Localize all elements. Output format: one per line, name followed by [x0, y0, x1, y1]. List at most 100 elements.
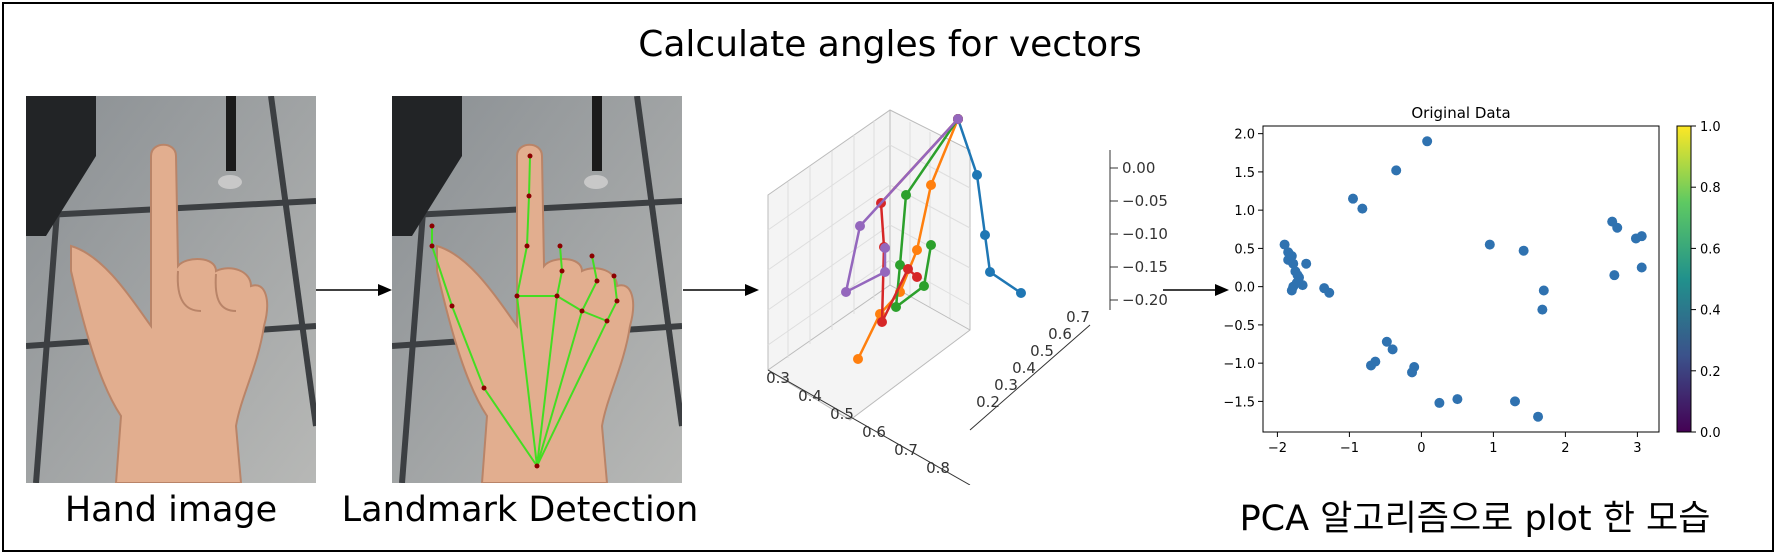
joint-point	[891, 302, 901, 312]
landmark-point	[614, 298, 620, 304]
scatter-point	[1537, 304, 1548, 315]
hand-landmark-skeleton	[429, 153, 620, 469]
joint-point	[853, 354, 863, 364]
y-tick-label: 2.0	[1234, 128, 1255, 143]
landmark-point	[524, 243, 530, 249]
landmark-point	[429, 223, 435, 229]
x-tick-label: 0	[1417, 441, 1425, 456]
scatter-point	[1301, 258, 1312, 269]
joint-point	[895, 260, 905, 270]
landmark-point	[534, 463, 540, 469]
joint-point	[901, 190, 911, 200]
joint-point	[980, 230, 990, 240]
scatter-point	[1518, 245, 1529, 256]
diagram-title: Calculate angles for vectors	[638, 24, 1142, 65]
x-tick-label: 0.4	[798, 387, 822, 405]
scatter-point	[1636, 231, 1647, 242]
colorbar-tick-label: 0.8	[1700, 181, 1721, 196]
scatter-point	[1422, 136, 1433, 147]
scatter-point	[1286, 285, 1297, 296]
scatter-point	[1324, 287, 1335, 298]
scatter-point	[1286, 251, 1297, 262]
x-tick-label: 3	[1633, 441, 1641, 456]
y-tick-label: 1.0	[1234, 204, 1255, 219]
colorbar	[1676, 125, 1692, 433]
colorbar-tick-label: 0.6	[1700, 242, 1721, 257]
joint-point	[880, 267, 890, 277]
scatter-point	[1609, 270, 1620, 281]
y-tick-label: −1.5	[1223, 395, 1255, 410]
scatter-point	[1636, 262, 1647, 273]
landmark-point	[514, 293, 520, 299]
y-tick-label: 0.7	[1066, 308, 1090, 326]
y-tick-label: 0.4	[1012, 359, 1036, 377]
scatter-point	[1510, 396, 1520, 407]
joint-point	[877, 317, 887, 327]
x-tick-label: 0.8	[926, 459, 950, 477]
scatter-point	[1370, 356, 1381, 367]
landmark-point	[611, 273, 617, 279]
caption-hand-image: Hand image	[64, 490, 278, 530]
scatter-point	[1357, 203, 1368, 214]
arrow-right-icon	[316, 284, 392, 296]
x-tick-label: 1	[1489, 441, 1497, 456]
x-tick-label: 0.6	[862, 423, 886, 441]
colorbar-tick-label: 0.2	[1700, 365, 1721, 380]
hand-photo	[26, 96, 316, 483]
scatter-point	[1381, 336, 1392, 347]
chart-title: Original Data	[1411, 104, 1510, 122]
joint-point	[841, 287, 851, 297]
scatter-point	[1297, 280, 1308, 291]
joint-point	[855, 221, 865, 231]
landmark-3d-plot: 0.30.40.50.60.70.8 0.20.30.40.50.60.7 0.…	[766, 109, 1168, 485]
landmark-point	[604, 318, 610, 324]
caption-pca-plot: PCA 알고리즘으로 plot 한 모습	[1239, 499, 1711, 539]
joint-point	[985, 267, 995, 277]
scatter-point	[1434, 397, 1445, 408]
scatter-point	[1391, 165, 1402, 176]
y-tick-label: 0.5	[1030, 342, 1054, 360]
landmark-point	[594, 278, 600, 284]
joint-point	[903, 264, 913, 274]
joint-point	[919, 281, 929, 291]
scatter-point	[1484, 239, 1495, 250]
y-tick-label: 0.5	[1234, 242, 1255, 257]
scatter-point	[1612, 222, 1623, 233]
landmark-point	[527, 153, 533, 159]
landmark-point	[449, 303, 455, 309]
y-tick-label: −1.0	[1223, 357, 1255, 372]
landmark-point	[429, 243, 435, 249]
arrow-right-icon	[683, 284, 759, 296]
scatter-point	[1387, 344, 1398, 355]
z-tick-label: −0.20	[1122, 291, 1168, 309]
joint-point	[880, 243, 890, 253]
y-tick-label: 0.2	[976, 393, 1000, 411]
joint-point	[912, 245, 922, 255]
landmark-point	[554, 293, 560, 299]
finger-chain-line	[894, 118, 960, 310]
landmark-point	[559, 268, 565, 274]
landmark-point	[589, 253, 595, 259]
joint-point	[926, 240, 936, 250]
x-tick-label: 0.3	[766, 369, 790, 387]
scatter-point	[1407, 367, 1418, 378]
x-tick-label: −2	[1268, 441, 1287, 456]
colorbar-tick-label: 1.0	[1700, 120, 1721, 135]
landmark-point	[557, 243, 563, 249]
y-tick-label: 0.0	[1234, 281, 1255, 296]
z-tick-label: −0.10	[1122, 225, 1168, 243]
arrow-right-icon	[1163, 284, 1229, 296]
landmark-point	[481, 385, 487, 391]
joint-point	[912, 272, 922, 282]
x-tick-label: −1	[1340, 441, 1359, 456]
scatter-point	[1452, 394, 1463, 405]
caption-landmark-detection: Landmark Detection	[341, 490, 699, 530]
x-tick-label: 2	[1561, 441, 1569, 456]
y-tick-label: 0.6	[1048, 325, 1072, 343]
scatter-point	[1348, 193, 1358, 204]
scatter-point	[1533, 411, 1544, 422]
landmark-point	[579, 308, 585, 314]
joint-point	[972, 170, 982, 180]
y-tick-label: −0.5	[1223, 319, 1255, 334]
